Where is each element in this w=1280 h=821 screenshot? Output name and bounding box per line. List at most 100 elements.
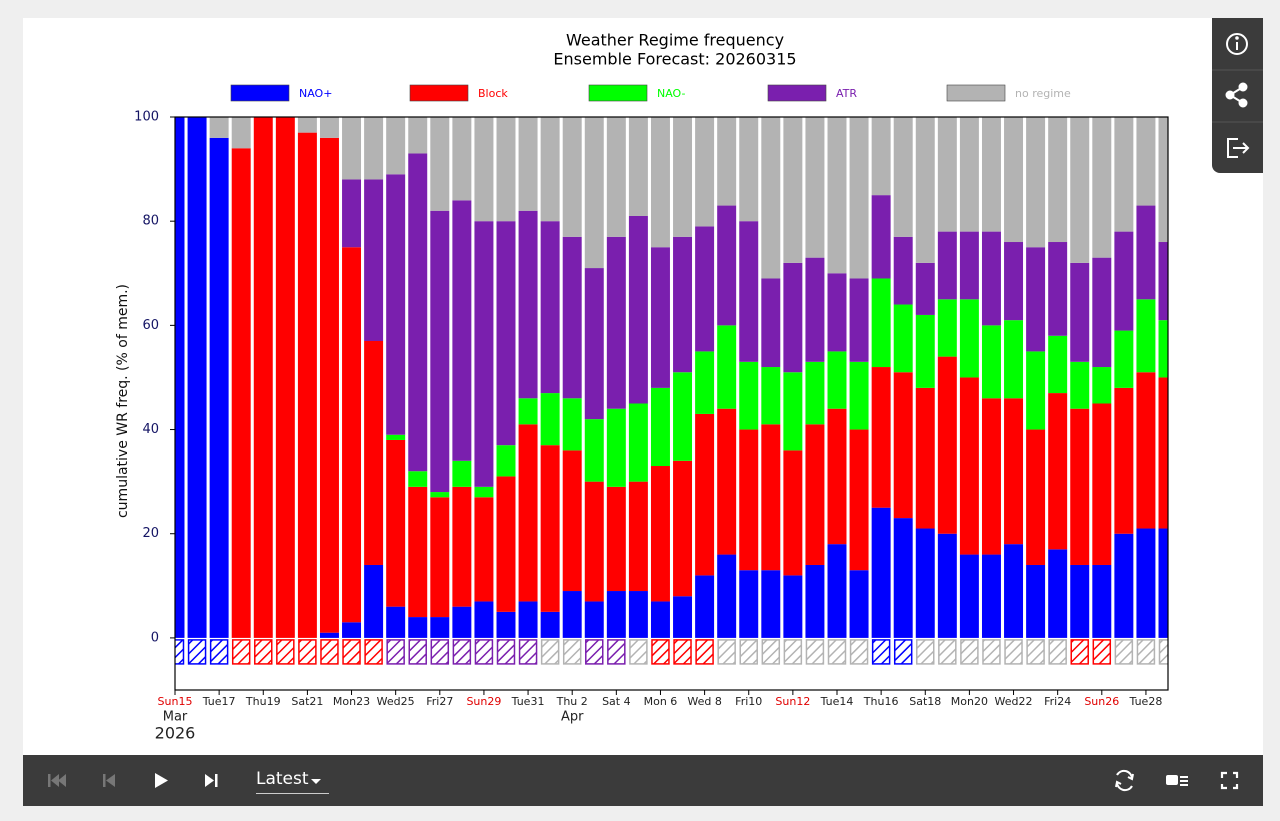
legend-swatch <box>767 84 827 102</box>
dropdown-caret[interactable] <box>311 779 321 784</box>
bar-segment <box>408 153 428 472</box>
bar-segment <box>695 413 715 576</box>
bar-segment <box>915 314 935 388</box>
bar-segment <box>783 450 803 576</box>
bar-segment <box>695 226 715 352</box>
bar-segment <box>253 117 273 638</box>
share-button[interactable] <box>1225 82 1248 108</box>
x-tick-label: Fri10 <box>735 695 762 708</box>
side-panel <box>1212 18 1263 173</box>
bar-segment <box>717 325 737 409</box>
bar-segment <box>871 117 891 196</box>
dominant-regime-box <box>695 639 714 665</box>
x-year-label: 2026 <box>155 724 196 743</box>
legend-label: no regime <box>1015 87 1071 100</box>
bar-segment <box>319 117 339 138</box>
info-button[interactable] <box>1226 33 1248 55</box>
dominant-regime-box <box>761 639 781 665</box>
bar-segment <box>606 408 626 487</box>
bar-segment <box>430 617 450 638</box>
bar-segment <box>1114 117 1134 232</box>
dropdown[interactable]: Latest <box>256 769 329 794</box>
bar-segment <box>452 460 472 487</box>
bar-segment <box>518 398 538 425</box>
bar-segment <box>717 117 737 206</box>
bar-segment <box>937 231 957 300</box>
bar-segment <box>518 424 538 602</box>
bar-segment <box>783 262 803 373</box>
bar-segment <box>893 372 913 519</box>
x-tick-label: Sun26 <box>1084 695 1119 708</box>
legend-label: NAO+ <box>299 87 332 100</box>
bar-segment <box>474 117 494 222</box>
bar-segment <box>474 221 494 487</box>
x-month-label: Apr <box>561 710 584 725</box>
bar-segment <box>628 215 648 404</box>
bar-segment <box>430 210 450 493</box>
bar-segment <box>1136 372 1156 529</box>
prev-button[interactable] <box>103 774 115 787</box>
dominant-regime-box <box>540 639 560 665</box>
bar-segment <box>408 117 428 154</box>
dominant-regime-box <box>982 639 1001 665</box>
dominant-regime-box <box>673 639 692 665</box>
next-button[interactable] <box>205 774 218 787</box>
dominant-regime-box <box>739 639 758 665</box>
legend-swatch <box>588 84 648 102</box>
bar-segment <box>673 460 693 597</box>
bar-segment <box>893 518 913 638</box>
y-axis-label: cumulative WR freq. (% of mem.) <box>115 284 131 518</box>
bar-segment <box>518 601 538 638</box>
bar-segment <box>496 221 516 446</box>
dominant-regime-box <box>474 639 494 665</box>
x-month-label: Mar <box>163 710 188 725</box>
bar-segment <box>1092 117 1112 258</box>
dominant-regime-box <box>916 639 935 665</box>
bar-segment <box>1070 262 1090 362</box>
dominant-regime-box <box>893 639 913 665</box>
dominant-regime-box <box>254 639 273 665</box>
bar-segment <box>386 117 406 175</box>
y-tick-label: 100 <box>134 110 159 125</box>
bar-segment <box>673 236 693 373</box>
x-tick-label: Fri27 <box>426 695 453 708</box>
x-tick-label: Sat21 <box>291 695 323 708</box>
bar-segment <box>673 372 693 461</box>
bar-segment <box>606 117 626 237</box>
bar-segment <box>562 450 582 592</box>
legend-swatch <box>230 84 290 102</box>
bar-segment <box>981 117 1001 232</box>
export-button[interactable] <box>1227 138 1250 158</box>
first-button[interactable] <box>48 774 66 787</box>
bar-segment <box>1158 528 1168 638</box>
bar-segment <box>650 466 670 602</box>
bar-segment <box>584 117 604 269</box>
bar-segment <box>430 117 450 211</box>
bar-segment <box>893 304 913 373</box>
bar-segment <box>1004 398 1024 545</box>
bar-segment <box>584 601 604 638</box>
bar-segment <box>650 117 670 248</box>
bar-segment <box>1004 320 1024 399</box>
fullscreen-button[interactable] <box>1220 771 1239 790</box>
x-tick-label: Tue28 <box>1129 695 1163 708</box>
bar-segment <box>1070 564 1090 638</box>
bar-segment <box>695 117 715 227</box>
bar-segment <box>342 622 362 638</box>
bar-segment <box>364 340 384 565</box>
bar-segment <box>739 429 759 571</box>
bar-segment <box>430 497 450 618</box>
bar-segment <box>695 575 715 638</box>
bar-segment <box>849 570 869 638</box>
refresh-button[interactable] <box>1115 769 1134 792</box>
bar-segment <box>761 570 781 638</box>
bar-segment <box>783 575 803 638</box>
caption-button[interactable] <box>1166 775 1188 786</box>
x-tick-label: Mon23 <box>333 695 370 708</box>
bar-segment <box>562 398 582 451</box>
dominant-regime-box <box>1048 639 1067 665</box>
play-button[interactable] <box>155 773 168 788</box>
legend-label: NAO- <box>657 87 686 100</box>
bar-segment <box>474 486 494 498</box>
bar-segment <box>364 179 384 341</box>
